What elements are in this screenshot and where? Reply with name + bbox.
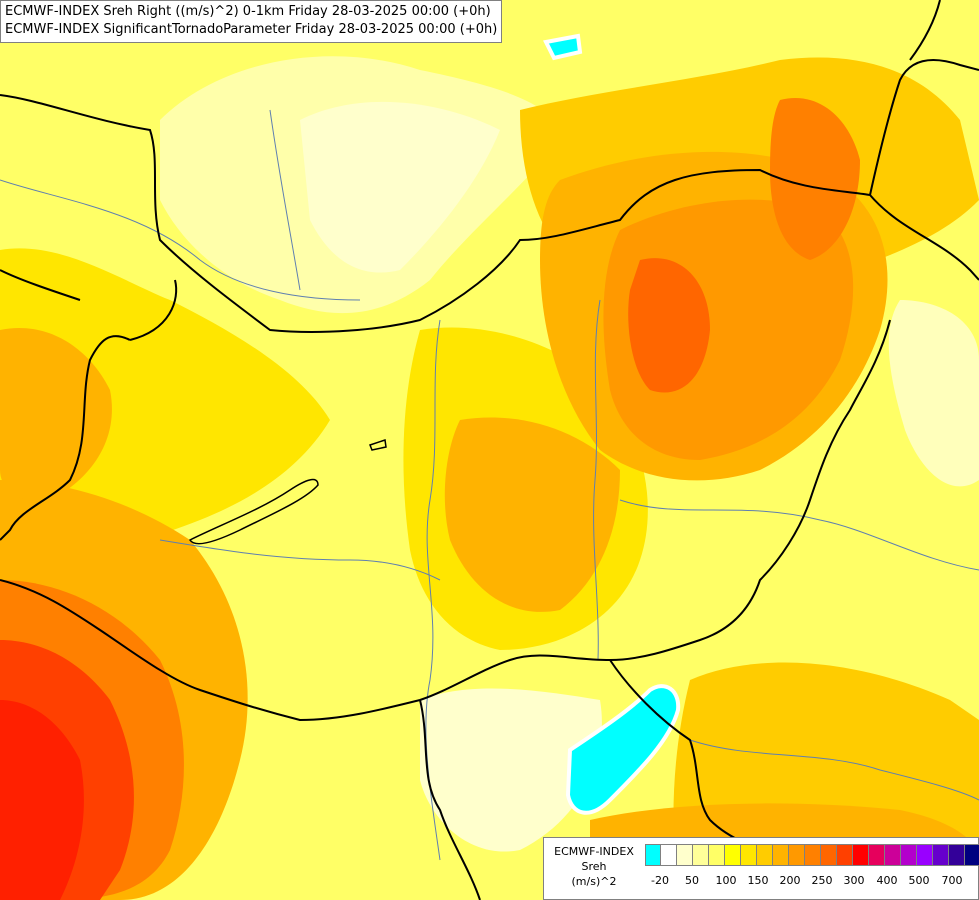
legend-source: ECMWF-INDEX [554,845,634,858]
legend-swatch [757,844,773,866]
legend-swatches [645,844,979,866]
legend-swatch [741,844,757,866]
legend-swatch [677,844,693,866]
legend-label: ECMWF-INDEX Sreh (m/s)^2 [544,844,644,889]
legend-swatch [885,844,901,866]
legend-swatch [661,844,677,866]
legend-tick-label: 400 [876,874,898,887]
legend-tick-label: 300 [843,874,865,887]
field-cyan-north [543,33,583,61]
legend-swatch [789,844,805,866]
legend-swatch [837,844,853,866]
field-red-core [0,700,84,900]
lake-balaton [188,478,319,545]
legend-swatch [901,844,917,866]
legend-swatch [965,844,979,866]
legend-swatch [949,844,965,866]
field-pale-south [420,688,602,852]
map-title-box: ECMWF-INDEX Sreh Right ((m/s)^2) 0-1km F… [0,0,503,43]
legend-tick-label: 700 [941,874,963,887]
legend-swatch [917,844,933,866]
field-yellow-west [0,248,330,560]
legend-swatch [693,844,709,866]
field-red-orange-center [628,258,710,393]
legend-swatch [933,844,949,866]
map-title-line-1: ECMWF-INDEX Sreh Right ((m/s)^2) 0-1km F… [5,4,491,19]
color-legend: ECMWF-INDEX Sreh (m/s)^2 -20 50 100 150 200 2… [543,837,979,900]
field-pale-northcenter [300,101,500,273]
legend-variable: Sreh [581,860,607,873]
legend-swatch [821,844,837,866]
legend-swatch [725,844,741,866]
legend-tick-label: 200 [779,874,801,887]
lake-small [369,439,387,451]
legend-swatch [709,844,725,866]
legend-tick-label: 500 [908,874,930,887]
legend-swatch [853,844,869,866]
legend-swatch [869,844,885,866]
legend-tick-label: 150 [747,874,769,887]
legend-swatch [645,844,661,866]
legend-tick-label: 250 [811,874,833,887]
legend-ticks: -20 50 100 150 200 250 300 400 500 700 [644,874,974,888]
field-deep-orange-ne [770,98,860,260]
legend-unit: (m/s)^2 [571,875,617,888]
field-pale-east [888,300,979,487]
legend-tick-label: 50 [685,874,699,887]
legend-tick-label: -20 [651,874,669,887]
legend-tick-label: 100 [715,874,737,887]
field-orange-center [444,417,620,612]
legend-swatch [773,844,789,866]
field-orange-west [0,328,112,501]
legend-swatch [805,844,821,866]
map-title-line-2: ECMWF-INDEX SignificantTornadoParameter … [5,22,498,37]
field-cyan-south [565,684,681,815]
